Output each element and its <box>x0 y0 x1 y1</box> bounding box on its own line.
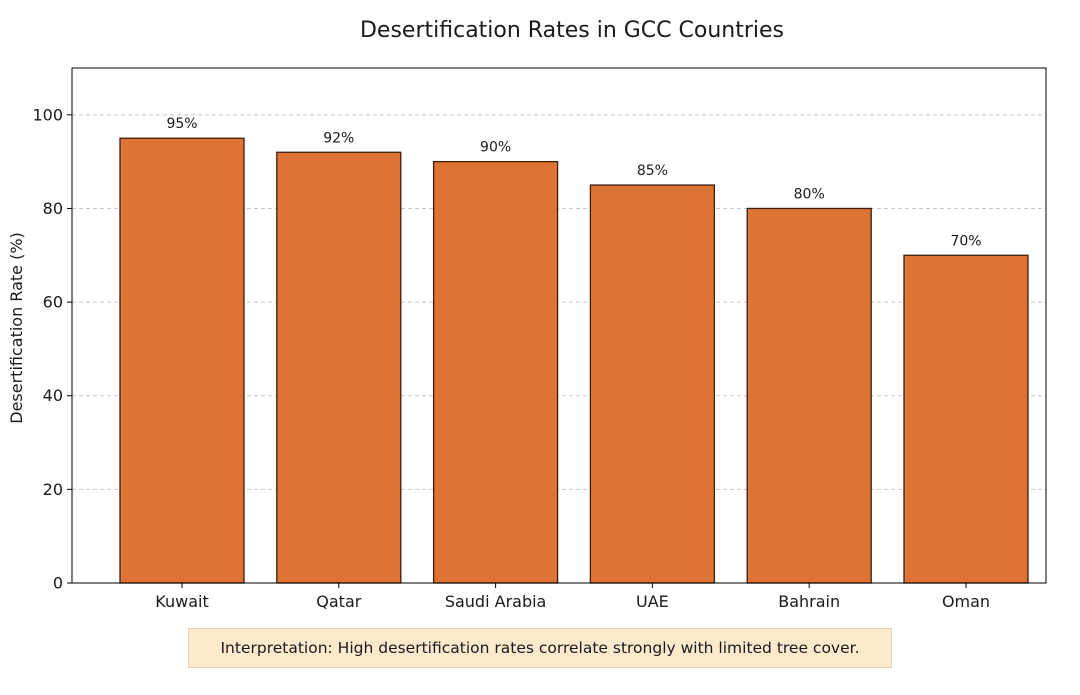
bar-saudi-arabia <box>432 160 559 584</box>
data-labels: 95% 92% 90% 85% 80% 70% <box>166 116 981 249</box>
bars <box>119 137 1029 584</box>
x-tick-label: Saudi Arabia <box>445 592 547 611</box>
y-tick-label: 40 <box>43 386 63 405</box>
y-tick-label: 60 <box>43 293 63 312</box>
chart-title: Desertification Rates in GCC Countries <box>360 18 784 43</box>
y-tick-label: 80 <box>43 199 63 218</box>
x-tick-label: Oman <box>942 592 990 611</box>
data-label: 90% <box>480 140 511 156</box>
data-label: 80% <box>794 186 825 202</box>
interpretation-note: Interpretation: High desertification rat… <box>188 628 892 668</box>
data-label: 85% <box>637 163 668 179</box>
y-tick-label: 0 <box>53 574 63 593</box>
x-axis-ticks: Kuwait Qatar Saudi Arabia UAE Bahrain Oman <box>155 583 990 611</box>
bar-uae <box>589 184 716 584</box>
y-axis-label: Desertification Rate (%) <box>7 232 26 424</box>
x-tick-label: Bahrain <box>778 592 840 611</box>
x-tick-label: Qatar <box>316 592 361 611</box>
x-tick-label: UAE <box>636 592 669 611</box>
x-tick-label: Kuwait <box>155 592 208 611</box>
y-tick-label: 100 <box>32 105 63 124</box>
y-axis-ticks: 0 20 40 60 80 100 <box>32 105 72 593</box>
bar-kuwait <box>119 137 245 584</box>
y-tick-label: 20 <box>43 480 63 499</box>
bar-qatar <box>276 151 402 584</box>
data-label: 70% <box>950 233 981 249</box>
plot-frame <box>71 67 1047 584</box>
bar-bahrain <box>746 207 872 584</box>
data-label: 92% <box>323 130 354 146</box>
bar-oman <box>903 254 1029 584</box>
data-label: 95% <box>166 116 197 132</box>
